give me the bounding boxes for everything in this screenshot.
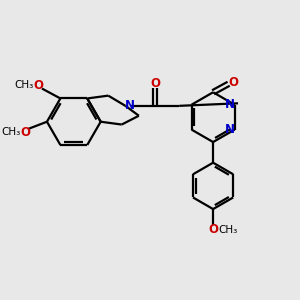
Text: CH₃: CH₃ [2, 127, 21, 137]
Text: O: O [208, 223, 218, 236]
Text: O: O [229, 76, 239, 89]
Text: CH₃: CH₃ [15, 80, 34, 90]
Text: N: N [225, 123, 235, 136]
Text: N: N [125, 99, 135, 112]
Text: CH₃: CH₃ [218, 225, 237, 235]
Text: N: N [225, 98, 235, 111]
Text: O: O [20, 126, 30, 139]
Text: O: O [34, 79, 44, 92]
Text: O: O [150, 77, 160, 90]
